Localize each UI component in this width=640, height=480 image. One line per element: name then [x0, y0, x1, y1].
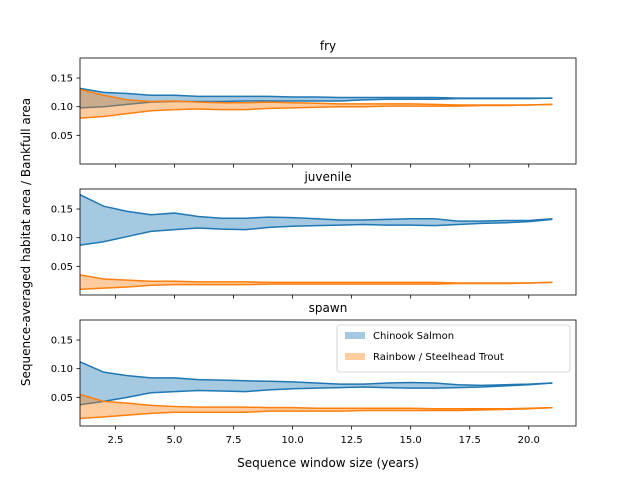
y-tick-label: 0.05 [51, 131, 73, 142]
legend-swatch [345, 332, 365, 339]
band-fill-0 [80, 88, 553, 108]
y-tick-label: 0.15 [51, 205, 73, 216]
panel-title: spawn [309, 301, 348, 315]
plot-area [80, 189, 576, 295]
band-upper-line-1 [79, 88, 553, 106]
x-tick-label: 5.0 [167, 435, 183, 446]
x-tick-label: 10.0 [281, 435, 303, 446]
band-fill-0 [80, 194, 553, 246]
y-axis-label: Sequence-averaged habitat area / Bankful… [19, 98, 33, 386]
band-upper-line-1 [79, 393, 553, 410]
x-tick-label: 12.5 [340, 435, 362, 446]
band-lower-line-1 [79, 103, 553, 119]
panel-title: juvenile [303, 170, 351, 184]
y-tick-label: 0.15 [51, 336, 73, 347]
plot-area [80, 58, 576, 164]
legend-label: Rainbow / Steelhead Trout [373, 352, 504, 363]
panel-spawn: 0.05 0.10 0.15 2.5 5.0 7.5 10.0 12.5 15.0 17.5 20.… [51, 301, 577, 446]
x-tick-label: 17.5 [459, 435, 481, 446]
band-upper-line-0 [79, 194, 553, 222]
x-tick-label: 7.5 [226, 435, 242, 446]
legend-label: Chinook Salmon [373, 331, 454, 342]
band-upper-line-0 [79, 361, 553, 387]
band-lower-line-1 [79, 406, 553, 420]
x-tick-label: 15.0 [400, 435, 422, 446]
band-lower-line-0 [79, 218, 553, 246]
legend: Chinook Salmon Rainbow / Steelhead Trout [336, 324, 571, 373]
x-tick-label: 2.5 [107, 435, 123, 446]
y-tick-label: 0.05 [51, 262, 73, 273]
x-axis-label: Sequence window size (years) [237, 456, 419, 470]
band-lower-line-1 [79, 281, 553, 291]
axes-frame [79, 319, 577, 427]
y-tick-label: 0.10 [51, 364, 73, 375]
y-tick-label: 0.10 [51, 233, 73, 244]
y-tick-label: 0.15 [51, 74, 73, 85]
panel-title: fry [320, 39, 336, 53]
panel-juvenile: 0.05 0.10 0.15 juvenile [51, 170, 577, 299]
axes-frame [79, 57, 577, 165]
band-fill-1 [80, 274, 553, 290]
panel-fry: 0.05 0.10 0.15 fry [51, 39, 577, 168]
y-tick-label: 0.10 [51, 102, 73, 113]
band-lower-line-0 [79, 382, 553, 406]
y-tick-label: 0.05 [51, 393, 73, 404]
x-tick-label: 20.0 [518, 435, 540, 446]
legend-frame [336, 324, 571, 373]
legend-swatch [345, 353, 365, 360]
panels-group: 0.050.100.15fry0.050.100.15juvenile0.050… [51, 39, 577, 446]
axes-frame [79, 188, 577, 296]
